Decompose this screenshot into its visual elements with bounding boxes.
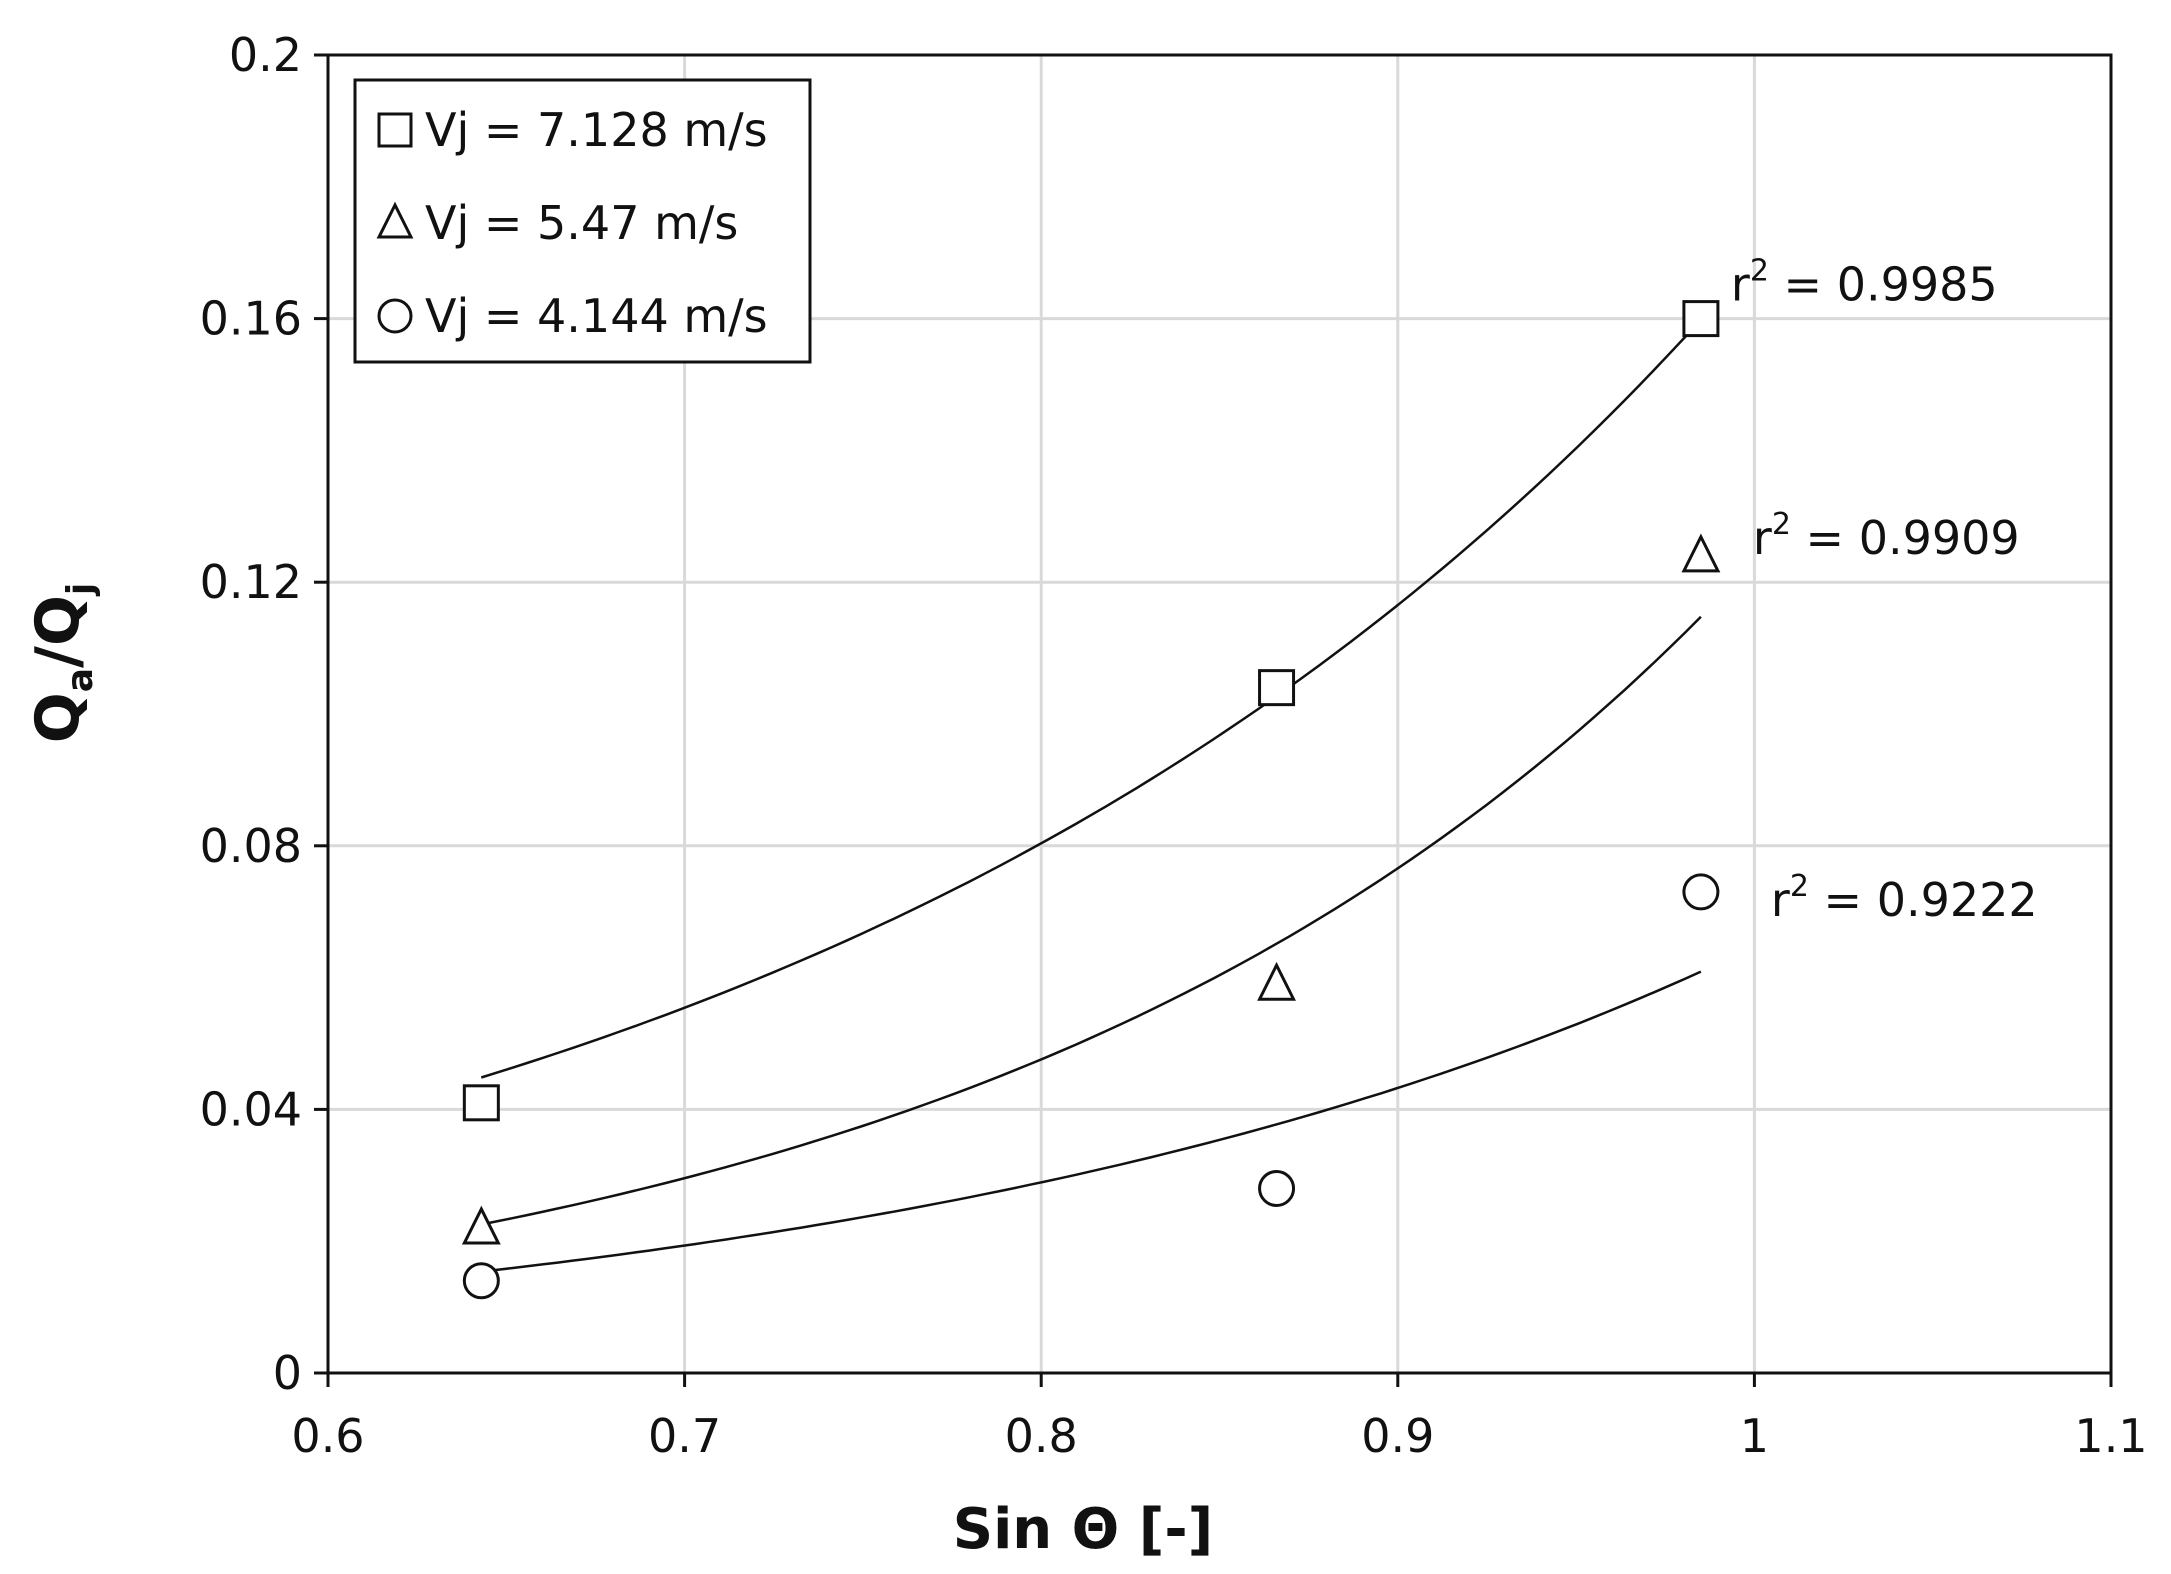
y-tick-label: 0.12 <box>200 555 302 609</box>
r-squared-label-series-1: r2 = 0.9985 <box>1731 254 1998 312</box>
legend-square-icon <box>377 112 413 148</box>
r-squared-value: = 0.9909 <box>1791 511 2020 565</box>
x-axis-title: Sin Θ [-] <box>953 1497 1213 1562</box>
legend-triangle-icon <box>376 201 414 239</box>
y-axis-title-slash: /Q <box>23 595 93 668</box>
y-tick-label: 0 <box>273 1346 302 1400</box>
y-axis-title-sub-a: a <box>60 668 101 692</box>
svg-text:Qa/Qj: Qa/Qj <box>23 583 101 744</box>
data-markers <box>461 300 1721 1300</box>
plot-area-frame <box>326 53 2113 1375</box>
trendline-series-3 <box>481 970 1702 1273</box>
x-tick-label: 0.8 <box>1005 1409 1078 1463</box>
circle-marker <box>1682 873 1720 911</box>
legend-label-series-3: Vj = 4.144 m/s <box>425 289 768 343</box>
r-squared-label-series-3: r2 = 0.9222 <box>1771 869 2038 927</box>
square-marker <box>462 1084 500 1122</box>
triangle-marker <box>1681 533 1721 573</box>
triangle-marker <box>1257 961 1296 1001</box>
y-tick-label: 0.16 <box>200 292 302 346</box>
triangle-marker <box>461 1205 501 1245</box>
legend-circle-icon <box>377 298 413 334</box>
square-marker <box>1258 669 1296 707</box>
legend-box <box>353 78 812 364</box>
x-tick-label: 1.1 <box>2074 1409 2147 1463</box>
square-marker <box>1682 300 1720 338</box>
x-tick-label: 0.7 <box>648 1409 721 1463</box>
x-tick-label: 1 <box>1740 1409 1769 1463</box>
trend-lines <box>480 318 1702 1273</box>
y-tick-label: 0.08 <box>200 819 302 873</box>
r-squared-superscript: 2 <box>1790 869 1809 904</box>
circle-marker <box>1258 1169 1296 1207</box>
r-squared-label-series-2: r2 = 0.9909 <box>1753 507 2020 565</box>
x-tick-label: 0.9 <box>1361 1409 1434 1463</box>
r-squared-symbol: r <box>1731 258 1750 312</box>
y-tick-label: 0.2 <box>229 28 302 82</box>
y-axis-title: Qa/Qj <box>23 583 101 744</box>
r-squared-superscript: 2 <box>1772 507 1791 542</box>
r-squared-superscript: 2 <box>1750 254 1769 289</box>
y-axis-title-main: Q <box>23 692 93 743</box>
legend: Vj = 7.128 m/s Vj = 5.47 m/s Vj = 4.144 m/… <box>353 78 812 364</box>
legend-label-series-2: Vj = 5.47 m/s <box>425 196 738 250</box>
r-squared-value: = 0.9222 <box>1809 873 2038 927</box>
y-axis-title-sub-j: j <box>60 583 101 597</box>
circle-marker <box>462 1262 500 1300</box>
trendline-series-2 <box>481 615 1702 1226</box>
trendline-series-1 <box>480 318 1702 1079</box>
r-squared-value: = 0.9985 <box>1769 258 1998 312</box>
axis-ticks: 0.6 0.7 0.8 0.9 1 1.1 0 0.04 0.08 0.12 0.16 0.2 <box>200 28 2148 1463</box>
r-squared-symbol: r <box>1771 873 1790 927</box>
legend-label-series-1: Vj = 7.128 m/s <box>425 103 768 157</box>
x-tick-label: 0.6 <box>291 1409 364 1463</box>
r-squared-symbol: r <box>1753 511 1772 565</box>
y-tick-label: 0.04 <box>200 1082 302 1136</box>
